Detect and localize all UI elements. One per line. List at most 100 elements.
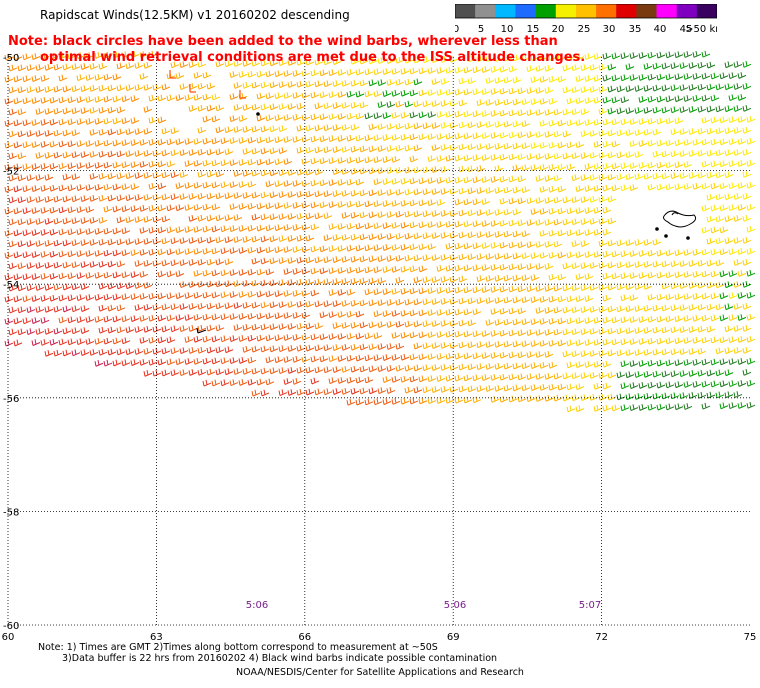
wind-barb [512, 340, 522, 348]
wind-barb [197, 60, 207, 68]
island-peak [671, 212, 679, 216]
wind-barb [503, 340, 513, 348]
wind-barb [310, 91, 320, 99]
wind-barb [449, 121, 459, 129]
wind-barb [679, 326, 689, 333]
wind-barb [116, 128, 126, 136]
wind-barb [206, 192, 216, 200]
wind-barb [49, 206, 59, 214]
wind-barb [733, 215, 743, 222]
wind-barb [440, 122, 450, 129]
wind-barb [391, 244, 401, 251]
wind-barb [557, 141, 567, 149]
wind-barb [157, 226, 167, 234]
wind-barb [458, 77, 468, 85]
wind-barb [706, 303, 716, 311]
wind-barb [125, 84, 135, 92]
wind-barb [80, 305, 90, 312]
wind-barb [535, 329, 545, 336]
wind-barb [701, 116, 711, 124]
wind-barb [98, 62, 108, 70]
wind-barb [278, 323, 288, 331]
wind-barb [274, 290, 284, 298]
wind-barb [400, 397, 410, 405]
wind-barb [161, 259, 171, 267]
time-labels: 5:06 5:06 5:07 [246, 600, 601, 611]
wind-barb [634, 261, 644, 268]
wind-barb [314, 58, 324, 66]
wind-barb [4, 163, 14, 171]
wind-barb [440, 56, 450, 63]
wind-barb [544, 350, 554, 358]
colorbar-swatch [455, 4, 476, 18]
wind-barb [413, 254, 423, 262]
wind-barb [733, 281, 743, 288]
wind-barb [211, 269, 221, 277]
wind-barb [598, 217, 608, 225]
wind-barb [278, 191, 288, 199]
wind-barb [449, 341, 459, 349]
wind-barb [508, 241, 518, 249]
wind-barb [598, 85, 608, 93]
colorbar-swatch [495, 4, 516, 18]
wind-barb [710, 270, 720, 278]
wind-barb [8, 174, 18, 182]
wind-barb [494, 384, 504, 392]
wind-barb [94, 337, 104, 345]
wind-barb [589, 152, 599, 159]
wind-barb [368, 167, 378, 175]
wind-barb [517, 263, 527, 271]
wind-barb [467, 319, 477, 327]
wind-barb [562, 372, 572, 380]
wind-barb [463, 264, 473, 272]
wind-barb [143, 215, 153, 223]
wind-barb [148, 204, 158, 212]
wind-barb [188, 237, 198, 244]
wind-barb [341, 124, 351, 131]
wind-barb [404, 210, 414, 218]
wind-barb [139, 249, 149, 256]
wind-barb [431, 78, 441, 85]
wind-barb [13, 141, 23, 149]
wind-barb [107, 326, 117, 334]
wind-barb [364, 90, 374, 98]
wind-barb [49, 184, 59, 192]
wind-barb [148, 138, 158, 146]
wind-barb [80, 349, 90, 356]
wind-barb [328, 289, 338, 297]
wind-barb [265, 246, 275, 254]
wind-barb [278, 279, 288, 287]
wind-barb [422, 210, 432, 218]
wind-barb [373, 354, 383, 362]
wind-barb [305, 58, 315, 66]
wind-barb [652, 348, 662, 356]
wind-barb [647, 293, 657, 301]
wind-barb [710, 292, 720, 300]
wind-barb [130, 139, 140, 146]
wind-barb [472, 110, 482, 118]
wind-barb [58, 272, 68, 280]
wind-barb [490, 374, 500, 381]
wind-barb [152, 325, 162, 333]
wind-barb [26, 64, 36, 72]
wind-barb [49, 140, 59, 148]
wind-barb [206, 148, 216, 156]
wind-barb [80, 239, 90, 246]
wind-barb [391, 134, 401, 141]
wind-barb [193, 225, 203, 233]
wind-barb [31, 185, 41, 192]
wind-barb [233, 368, 243, 375]
wind-barb [476, 121, 486, 129]
wind-barb [647, 95, 657, 103]
wind-barb [53, 283, 63, 291]
wind-barb [508, 87, 518, 95]
wind-barb [202, 313, 212, 321]
colorbar-swatch [475, 4, 496, 18]
wind-barb [13, 273, 23, 281]
wind-barb [166, 138, 176, 146]
wind-barb [409, 221, 419, 229]
wind-barb [562, 262, 572, 270]
wind-barb [377, 167, 387, 175]
wind-barb [332, 256, 342, 263]
wind-barb [526, 219, 536, 227]
